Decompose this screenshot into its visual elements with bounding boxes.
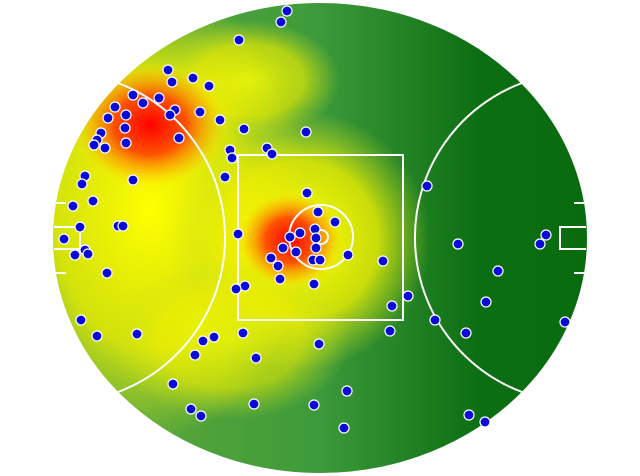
data-point: [214, 114, 226, 126]
data-point: [341, 385, 353, 397]
data-point: [452, 238, 464, 250]
data-point: [534, 238, 546, 250]
data-point: [312, 206, 324, 218]
data-point: [238, 123, 250, 135]
data-point: [219, 171, 231, 183]
data-point: [195, 410, 207, 422]
data-point: [109, 101, 121, 113]
data-point: [164, 109, 176, 121]
data-point: [67, 200, 79, 212]
data-point: [308, 278, 320, 290]
data-point: [479, 416, 491, 428]
data-point: [463, 409, 475, 421]
data-point: [208, 331, 220, 343]
data-point: [226, 152, 238, 164]
field-lines: [51, 1, 589, 475]
data-point: [559, 316, 571, 328]
data-point: [99, 142, 111, 154]
data-point: [300, 126, 312, 138]
data-point: [162, 64, 174, 76]
data-point: [540, 229, 552, 241]
data-point: [402, 290, 414, 302]
data-point: [189, 349, 201, 361]
data-point: [265, 252, 277, 264]
data-point: [284, 231, 296, 243]
data-point: [101, 267, 113, 279]
data-point: [87, 195, 99, 207]
data-point: [274, 273, 286, 285]
data-point: [310, 232, 322, 244]
data-point: [91, 330, 103, 342]
data-point: [230, 283, 242, 295]
data-point: [237, 327, 249, 339]
data-point: [127, 174, 139, 186]
data-point: [232, 228, 244, 240]
data-point: [76, 178, 88, 190]
data-point: [275, 16, 287, 28]
data-point: [82, 248, 94, 260]
data-point: [310, 242, 322, 254]
data-point: [329, 216, 341, 228]
data-point: [194, 106, 206, 118]
data-point: [342, 249, 354, 261]
data-point: [120, 137, 132, 149]
data-point: [102, 112, 114, 124]
data-point: [377, 255, 389, 267]
data-point: [120, 109, 132, 121]
data-point: [187, 72, 199, 84]
data-point: [421, 180, 433, 192]
data-point: [290, 246, 302, 258]
data-point: [58, 233, 70, 245]
data-point: [277, 242, 289, 254]
data-point: [272, 260, 284, 272]
data-point: [88, 139, 100, 151]
data-point: [69, 249, 81, 261]
data-point: [480, 296, 492, 308]
data-point: [338, 422, 350, 434]
data-point: [233, 34, 245, 46]
data-point: [137, 97, 149, 109]
data-point: [386, 300, 398, 312]
data-point: [384, 325, 396, 337]
data-point: [248, 398, 260, 410]
data-point: [460, 327, 472, 339]
data-point: [308, 399, 320, 411]
data-point: [250, 352, 262, 364]
data-point: [166, 76, 178, 88]
data-point: [173, 132, 185, 144]
data-point: [127, 89, 139, 101]
data-point: [197, 335, 209, 347]
data-point: [185, 403, 197, 415]
data-point: [301, 187, 313, 199]
data-point: [492, 265, 504, 277]
data-point: [167, 378, 179, 390]
data-point: [281, 5, 293, 17]
data-point: [314, 254, 326, 266]
data-point: [313, 338, 325, 350]
data-point: [429, 314, 441, 326]
data-point: [153, 92, 165, 104]
data-point: [117, 220, 129, 232]
data-point: [75, 314, 87, 326]
data-point: [131, 328, 143, 340]
data-point: [119, 122, 131, 134]
data-point: [203, 80, 215, 92]
data-point: [74, 221, 86, 233]
data-point: [266, 148, 278, 160]
data-point: [294, 227, 306, 239]
